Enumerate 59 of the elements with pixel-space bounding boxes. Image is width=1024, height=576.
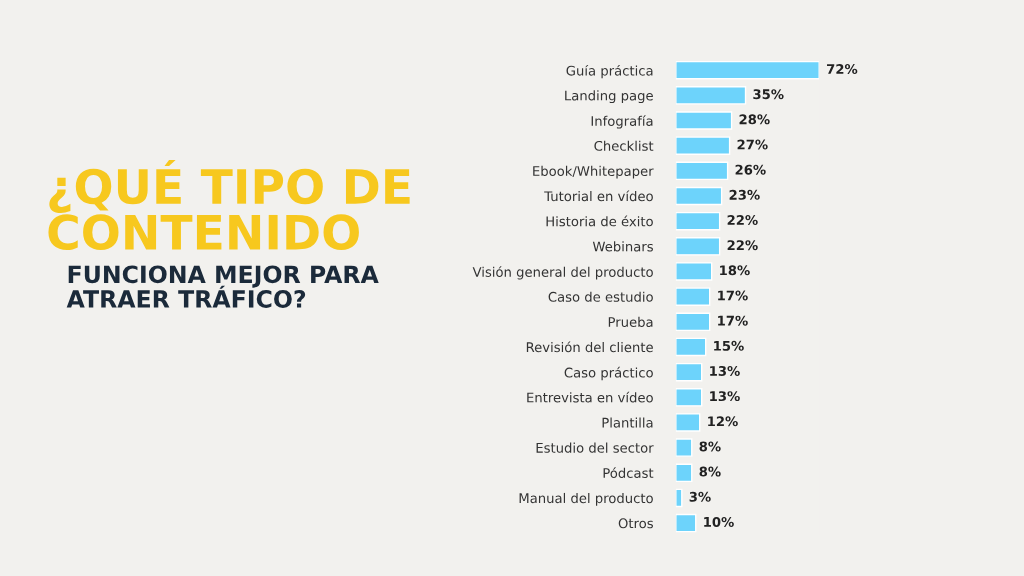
data-label: 18%: [720, 265, 750, 276]
bar: [675, 136, 731, 155]
y-tick-label: Plantilla: [602, 417, 653, 428]
bar: [675, 312, 711, 332]
data-label: 27%: [737, 139, 768, 150]
bar: [675, 86, 747, 105]
data-label: 12%: [708, 416, 738, 427]
data-label: 23%: [729, 189, 760, 200]
data-label: 13%: [710, 391, 740, 402]
y-tick-label: Ebook/Whitepaper: [533, 165, 654, 179]
bar: [675, 463, 693, 483]
y-tick-label: Landing page: [565, 90, 653, 104]
data-label: 13%: [710, 365, 740, 376]
y-tick-label: Revisión del cliente: [526, 341, 653, 353]
data-label: 22%: [727, 215, 758, 225]
y-tick-label: Prueba: [608, 316, 653, 327]
bar: [675, 161, 729, 181]
bar: [675, 513, 697, 533]
bar: [675, 262, 713, 281]
y-tick-label: Manual del producto: [519, 492, 653, 506]
y-tick-label: Infografía: [591, 115, 653, 129]
y-tick-label: Otros: [618, 518, 653, 529]
text: FUNCIONA MEJOR PARA ATRAER TRÁFICO?: [66, 265, 379, 308]
y-tick-label: Guía práctica: [566, 64, 653, 79]
bar: [675, 211, 721, 231]
data-label: 72%: [827, 64, 858, 75]
data-label: 8%: [699, 466, 721, 477]
bar: [675, 388, 703, 407]
data-label: 17%: [718, 290, 748, 301]
bar: [675, 237, 721, 256]
data-label: 28%: [739, 114, 770, 125]
bar: [675, 186, 723, 206]
text: ¿QUÉ TIPO DE CONTENIDO: [48, 159, 410, 251]
y-tick-label: Estudio del sector: [536, 442, 654, 453]
data-label: 26%: [735, 164, 766, 175]
bar: [675, 111, 733, 130]
y-tick-label: Caso práctico: [564, 366, 653, 381]
bar: [675, 413, 701, 432]
y-tick-label: Historia de éxito: [546, 215, 653, 227]
y-tick-label: Tutorial en vídeo: [544, 190, 653, 202]
data-label: 10%: [704, 516, 734, 527]
bar: [675, 438, 693, 457]
bar: [675, 60, 820, 80]
bar: [675, 362, 703, 382]
y-tick-label: Webinars: [592, 241, 653, 252]
y-tick-label: Caso de estudio: [548, 291, 653, 302]
data-label: 8%: [699, 441, 721, 452]
data-label: 3%: [689, 491, 711, 502]
bar: [675, 337, 707, 357]
y-tick-label: Pódcast: [603, 467, 654, 478]
bar: [675, 488, 683, 508]
y-tick-label: Checklist: [594, 140, 654, 151]
data-label: 35%: [753, 89, 784, 100]
y-tick-label: Visión general del producto: [472, 266, 653, 280]
data-label: 22%: [727, 240, 758, 251]
bar: [675, 287, 711, 306]
data-label: 15%: [714, 340, 744, 351]
data-label: 17%: [718, 315, 748, 326]
y-tick-label: Entrevista en vídeo: [527, 391, 653, 403]
